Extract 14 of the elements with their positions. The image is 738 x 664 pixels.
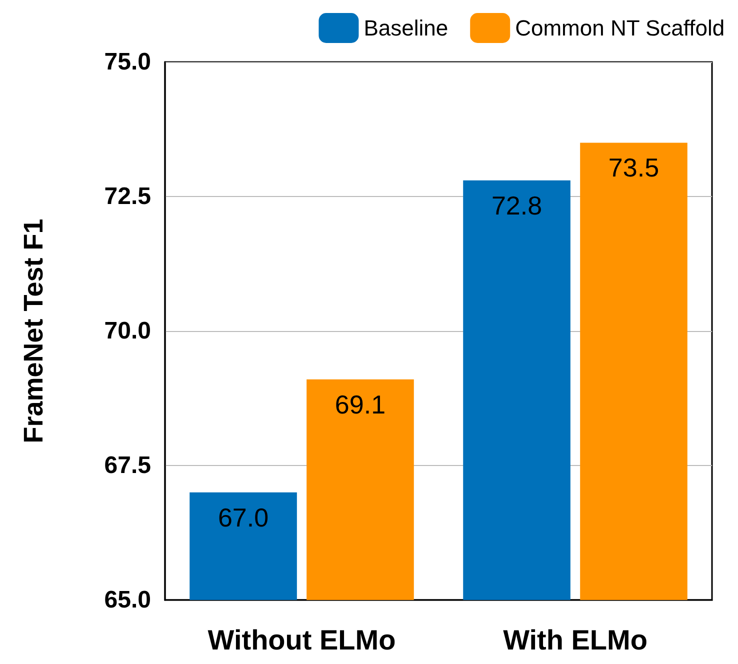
data-label: 67.0 bbox=[218, 502, 269, 532]
data-label: 69.1 bbox=[334, 389, 386, 420]
x-tick-label: With ELMo bbox=[503, 624, 648, 656]
y-tick-label: 67.5 bbox=[104, 452, 151, 479]
data-label: 72.8 bbox=[491, 190, 542, 220]
data-label: 73.5 bbox=[608, 152, 660, 183]
y-tick-label: 72.5 bbox=[104, 183, 151, 210]
y-axis-title: FrameNet Test F1 bbox=[18, 218, 48, 444]
legend-label: Baseline bbox=[364, 16, 448, 40]
y-tick-label: 70.0 bbox=[104, 318, 151, 344]
legend-label: Common NT Scaffold bbox=[515, 16, 725, 40]
y-tick-label: 75.0 bbox=[104, 48, 151, 76]
x-tick-label: Without ELMo bbox=[208, 624, 396, 656]
y-tick-label: 65.0 bbox=[104, 586, 151, 614]
